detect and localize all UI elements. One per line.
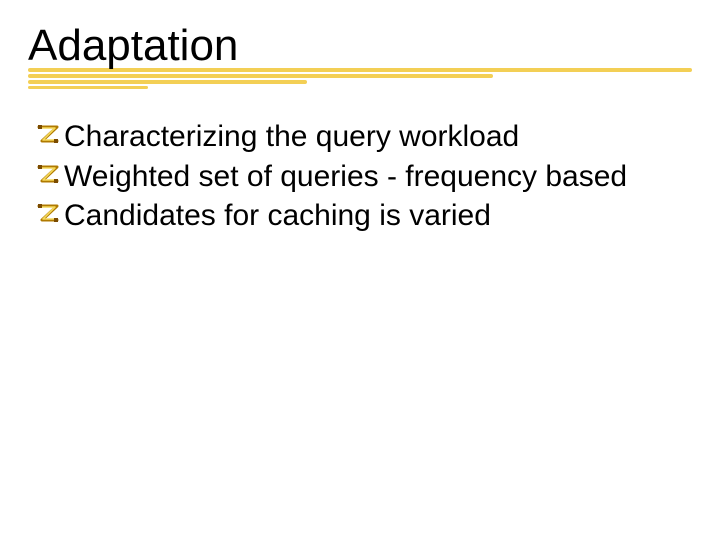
bullet-text: Characterizing the query workload (64, 118, 519, 156)
title-underline (28, 68, 692, 90)
z-ornament-icon (36, 162, 60, 186)
underline-stroke (28, 86, 148, 89)
title-area: Adaptation (28, 22, 692, 70)
underline-stroke (28, 80, 307, 84)
z-ornament-icon (36, 201, 60, 225)
bullet-list: Characterizing the query workloadWeighte… (36, 118, 660, 237)
z-ornament-icon (36, 122, 62, 154)
bullet-text: Candidates for caching is varied (64, 197, 491, 235)
z-ornament-icon (36, 162, 62, 194)
z-ornament-icon (36, 122, 60, 146)
bullet-item: Weighted set of queries - frequency base… (36, 158, 660, 196)
slide: Adaptation Characterizing the query work… (0, 0, 720, 540)
slide-title: Adaptation (28, 22, 692, 70)
bullet-text: Weighted set of queries - frequency base… (64, 158, 627, 196)
underline-stroke (28, 74, 493, 78)
z-ornament-icon (36, 201, 62, 233)
bullet-item: Candidates for caching is varied (36, 197, 660, 235)
bullet-item: Characterizing the query workload (36, 118, 660, 156)
